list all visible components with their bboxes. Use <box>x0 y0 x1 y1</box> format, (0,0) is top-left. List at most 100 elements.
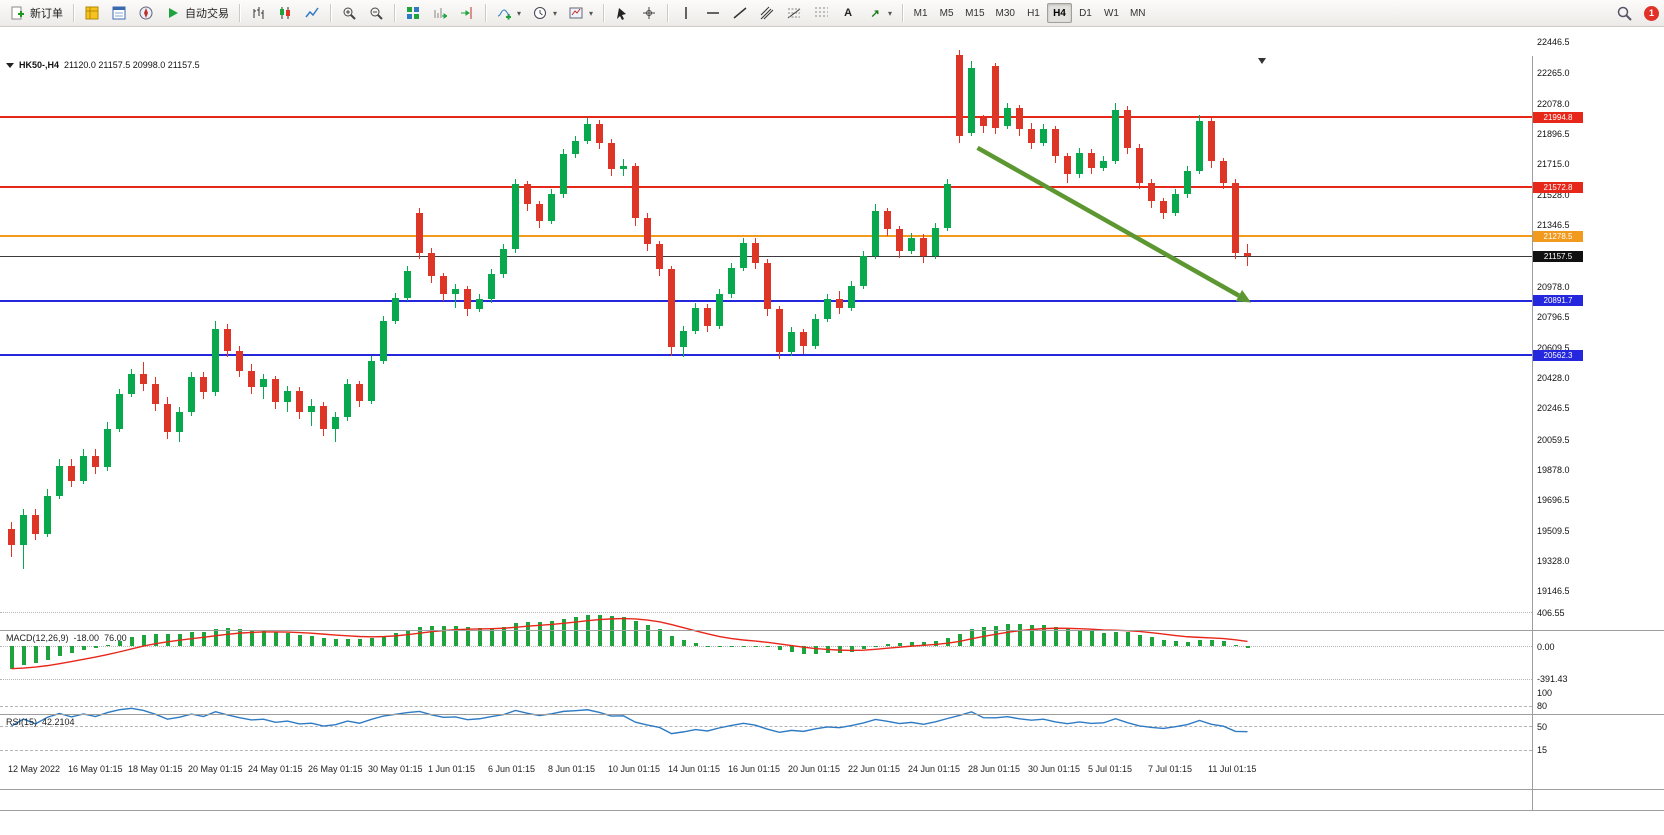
price-axis-label: 21715.0 <box>1537 159 1570 170</box>
macd-bar <box>285 632 290 646</box>
timeframe-button-h1[interactable]: H1 <box>1021 3 1046 23</box>
tile-windows-button[interactable] <box>400 2 426 24</box>
timeframe-button-m30[interactable]: M30 <box>991 3 1020 23</box>
indicators-icon <box>496 5 512 21</box>
candle <box>1076 152 1083 175</box>
timeframe-button-m1[interactable]: M1 <box>908 3 933 23</box>
ohlc-values: 21120.0 21157.5 20998.0 21157.5 <box>64 60 200 70</box>
periods-button[interactable] <box>527 2 562 24</box>
rsi-name: RSI(15) <box>6 717 38 727</box>
timeframe-button-d1[interactable]: D1 <box>1073 3 1098 23</box>
macd-bar <box>213 629 218 646</box>
macd-bar <box>381 635 386 646</box>
candle <box>884 211 891 230</box>
channel-icon <box>759 5 775 21</box>
macd-bar <box>669 635 674 646</box>
market-watch-button[interactable] <box>79 2 105 24</box>
cursor-icon <box>614 5 630 21</box>
candle <box>164 404 171 433</box>
fibonacci-button[interactable] <box>781 2 807 24</box>
zoom-in-button[interactable] <box>336 2 362 24</box>
candle <box>272 379 279 403</box>
cycles-button[interactable] <box>808 2 834 24</box>
candle <box>680 330 687 348</box>
text-button[interactable] <box>835 2 861 24</box>
candle <box>584 124 591 142</box>
indicators-button[interactable] <box>491 2 526 24</box>
horizontal-line[interactable] <box>0 116 1532 119</box>
templates-button[interactable] <box>563 2 598 24</box>
macd-bar <box>573 617 578 646</box>
channel-button[interactable] <box>754 2 780 24</box>
clock-icon <box>532 5 548 21</box>
macd-bar <box>1245 646 1250 649</box>
macd-bar <box>513 623 518 646</box>
cursor-button[interactable] <box>609 2 635 24</box>
chart-shift-button[interactable] <box>454 2 480 24</box>
candle <box>968 67 975 133</box>
macd-bar <box>429 625 434 646</box>
timeframe-button-w1[interactable]: W1 <box>1099 3 1124 23</box>
candle <box>572 141 579 155</box>
panel-divider-rsi[interactable] <box>0 714 1664 715</box>
macd-signal-value: 76.00 <box>104 633 127 643</box>
new-order-button[interactable]: 新订单 <box>5 2 68 24</box>
horizontal-line[interactable] <box>0 354 1532 357</box>
bar-chart-button[interactable] <box>245 2 271 24</box>
timeframe-button-m15[interactable]: M15 <box>960 3 989 23</box>
macd-bar <box>153 633 158 646</box>
chart-shift-icon <box>459 5 475 21</box>
macd-bar <box>249 629 254 646</box>
timeframe-button-m5[interactable]: M5 <box>934 3 959 23</box>
date-axis-label: 12 May 2022 <box>8 764 61 774</box>
notification-badge[interactable]: 1 <box>1644 5 1659 21</box>
rsi-axis-label: 50 <box>1537 721 1548 732</box>
search-button[interactable] <box>1611 2 1637 24</box>
horizontal-line[interactable] <box>0 186 1532 189</box>
price-axis-label: 19328.0 <box>1537 556 1570 567</box>
navigator-button[interactable] <box>133 2 159 24</box>
macd-bar <box>1041 625 1046 646</box>
price-tag: 21278.5 <box>1533 230 1583 242</box>
horizontal-line[interactable] <box>0 255 1532 257</box>
vertical-line-button[interactable] <box>673 2 699 24</box>
candle <box>632 166 639 218</box>
macd-bar <box>693 643 698 646</box>
crosshair-button[interactable] <box>636 2 662 24</box>
candle <box>872 211 879 256</box>
date-axis-label: 24 May 01:15 <box>248 764 303 774</box>
zoom-out-button[interactable] <box>363 2 389 24</box>
macd-name: MACD(12,26,9) <box>6 633 69 643</box>
arrows-button[interactable] <box>862 2 897 24</box>
panel-divider-macd[interactable] <box>0 630 1664 631</box>
trendline-button[interactable] <box>727 2 753 24</box>
auto-scroll-button[interactable] <box>427 2 453 24</box>
candle <box>1124 109 1131 148</box>
horizontal-line[interactable] <box>0 235 1532 238</box>
collapse-triangle-icon[interactable] <box>6 62 14 68</box>
chart-shift-marker[interactable] <box>1258 58 1266 64</box>
candle <box>1112 109 1119 162</box>
candle <box>260 379 267 388</box>
horizontal-line-button[interactable] <box>700 2 726 24</box>
timeframe-button-h4[interactable]: H4 <box>1046 3 1072 23</box>
macd-bar <box>1113 631 1118 646</box>
macd-bar <box>633 620 638 646</box>
date-axis-label: 18 May 01:15 <box>128 764 183 774</box>
candlestick-chart-button[interactable] <box>272 2 298 24</box>
search-icon <box>1616 5 1632 21</box>
macd-bar <box>705 646 710 647</box>
candle <box>656 244 663 270</box>
toolbar-separator <box>667 4 669 22</box>
timeframe-button-mn[interactable]: MN <box>1125 3 1151 23</box>
data-window-button[interactable] <box>106 2 132 24</box>
auto-trading-button[interactable]: 自动交易 <box>160 2 234 24</box>
rsi-level-line <box>0 726 1532 727</box>
macd-bar <box>177 633 182 646</box>
candle <box>68 465 75 481</box>
macd-axis-label: -391.43 <box>1537 674 1568 685</box>
price-axis-border <box>1532 56 1533 810</box>
line-chart-button[interactable] <box>299 2 325 24</box>
candle <box>668 269 675 348</box>
